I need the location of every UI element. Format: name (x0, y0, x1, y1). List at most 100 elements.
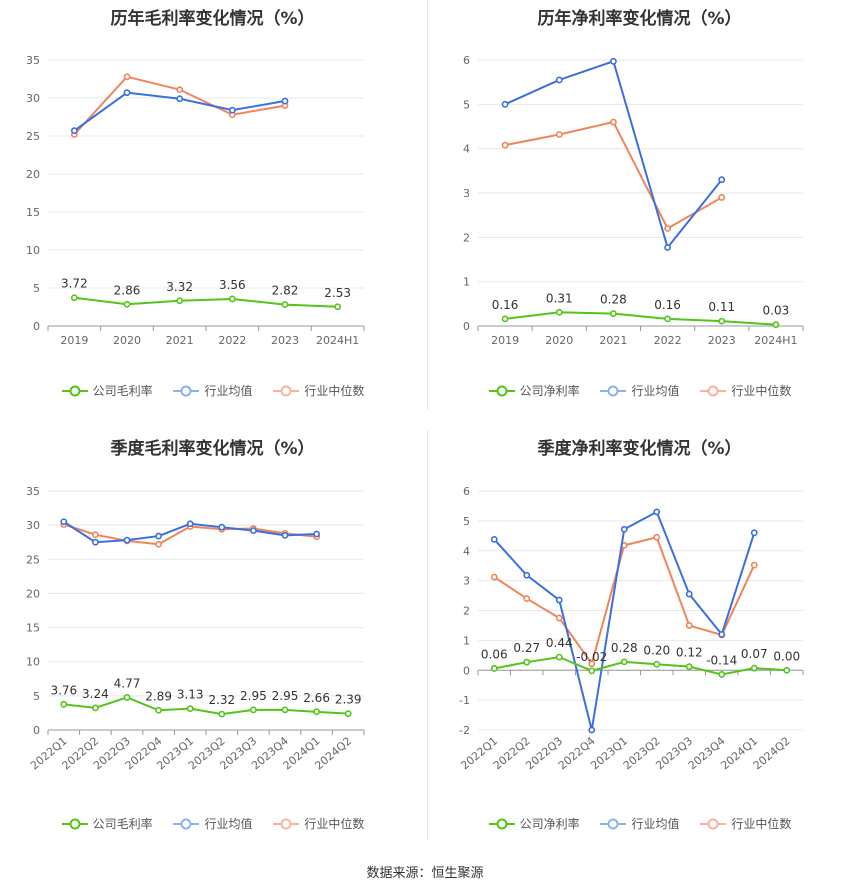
average-series-point (653, 508, 661, 516)
average-series-point (555, 76, 563, 84)
x-tick-label: 2020 (545, 334, 573, 347)
legend-item-average[interactable]: 行业均值 (172, 815, 253, 832)
y-tick-label: 6 (463, 485, 470, 498)
x-tick-label: 2021 (599, 334, 627, 347)
x-tick-label: 2023 (271, 334, 299, 347)
average-series-point (718, 176, 726, 184)
average-series-point (123, 89, 131, 97)
legend-item-company[interactable]: 公司毛利率 (61, 382, 153, 399)
data-label: 2.66 (303, 691, 330, 705)
chart-panel-quarterly-gross-margin: 季度毛利率变化情况（%） 0 5 10 15 20 25 30 35 2022Q1 2022Q2 2… (0, 430, 425, 860)
average-series-point (588, 726, 596, 734)
median-series-point (523, 595, 531, 602)
y-tick-label: 15 (26, 206, 40, 219)
legend-item-company[interactable]: 公司毛利率 (61, 815, 153, 832)
company-series-point (588, 667, 596, 675)
median-series-point (555, 614, 563, 622)
legend-median-marker-icon (700, 385, 727, 396)
x-tick-label: 2021 (166, 334, 194, 347)
data-source: 数据来源：恒生聚源 (366, 866, 484, 881)
legend-label: 公司净利率 (519, 817, 580, 831)
legend-item-average[interactable]: 行业均值 (599, 382, 680, 399)
y-tick-label: 2 (463, 605, 470, 618)
company-series-point (60, 700, 68, 708)
legend-label: 公司毛利率 (92, 817, 153, 831)
legend-item-company[interactable]: 公司净利率 (488, 815, 580, 832)
company-series-point (123, 694, 131, 701)
company-series-point (70, 294, 78, 302)
legend-item-average[interactable]: 行业均值 (172, 382, 253, 399)
data-label: 0.00 (773, 649, 800, 663)
company-series-point (664, 315, 671, 323)
legend-item-average[interactable]: 行业均值 (599, 815, 680, 832)
legend-average-marker-icon (600, 818, 627, 829)
median-series-point (685, 622, 693, 629)
y-tick-label: 30 (26, 92, 40, 105)
x-tick-label: 2019 (60, 334, 88, 347)
average-series-point (281, 531, 289, 539)
data-label: 2.89 (145, 689, 172, 703)
company-series-point (610, 310, 617, 317)
legend-label: 行业均值 (204, 817, 253, 831)
legend-label: 公司净利率 (519, 384, 580, 398)
y-tick-label: 5 (463, 515, 470, 528)
data-label: 3.56 (219, 278, 246, 292)
y-tick-label: 3 (463, 575, 470, 588)
y-tick-label: 0 (463, 664, 470, 677)
legend-label: 行业中位数 (731, 817, 792, 831)
data-label: 0.27 (513, 641, 540, 655)
legend-company-marker-icon (61, 818, 88, 829)
median-series-point (155, 540, 162, 548)
median-series-point (92, 531, 99, 539)
data-label: 0.28 (611, 641, 638, 655)
legend-item-median[interactable]: 行业中位数 (699, 815, 791, 832)
company-series-point (281, 706, 289, 714)
y-tick-label: 5 (463, 98, 470, 111)
company-series-point (176, 297, 184, 305)
legend-company-marker-icon (488, 818, 515, 829)
legend-item-median[interactable]: 行业中位数 (272, 382, 364, 399)
y-tick-label: 3 (463, 187, 470, 200)
legend-average-marker-icon (600, 385, 627, 396)
legend-company-marker-icon (488, 385, 515, 396)
y-tick-label: 1 (463, 276, 470, 289)
company-series-line (494, 656, 787, 676)
legend-item-median[interactable]: 行业中位数 (699, 382, 791, 399)
data-label: 0.31 (546, 291, 573, 305)
chart-plot: 051015202530352022Q12022Q22022Q32022Q420… (26, 485, 365, 772)
data-label: 4.77 (114, 676, 141, 690)
average-series-point (249, 527, 257, 535)
median-series-point (176, 86, 184, 94)
average-series-point (60, 518, 68, 526)
chart-panel-annual-net-margin: 历年净利率变化情况（%） 0 1 2 3 4 5 6 2019 2020 2021 2022 2023… (427, 0, 850, 430)
company-series-point (718, 317, 726, 325)
company-series-point (685, 663, 693, 671)
legend-item-company[interactable]: 公司净利率 (488, 382, 580, 399)
company-series-point (783, 666, 791, 674)
company-series-point (123, 300, 131, 308)
company-series-point (523, 658, 531, 666)
chart-legend: 公司毛利率 行业均值 行业中位数 (0, 382, 425, 399)
y-tick-label: 35 (26, 485, 40, 498)
data-label: 2.39 (335, 693, 362, 707)
y-tick-label: 25 (26, 553, 40, 566)
y-tick-label: 0 (33, 724, 40, 737)
average-series-point (718, 630, 726, 638)
company-series-point (653, 660, 661, 668)
chart-panel-quarterly-net-margin: 季度净利率变化情况（%） -2 -1 0 1 2 3 4 5 6 2022Q1 2022Q2 2022… (427, 430, 850, 860)
median-series-point (664, 225, 671, 232)
legend-median-marker-icon (273, 385, 300, 396)
y-tick-label: 0 (33, 320, 40, 333)
legend-median-marker-icon (273, 818, 300, 829)
company-series-point (313, 708, 320, 716)
data-label: 3.72 (61, 277, 88, 291)
company-series-point (772, 321, 780, 329)
legend-item-median[interactable]: 行业中位数 (272, 815, 364, 832)
median-series-line (504, 120, 723, 230)
company-series-point (155, 706, 162, 714)
legend-average-marker-icon (173, 385, 200, 396)
median-series-point (718, 194, 726, 201)
data-label: 0.16 (654, 298, 681, 312)
median-series-point (123, 73, 131, 81)
data-label: 2.95 (272, 689, 299, 703)
